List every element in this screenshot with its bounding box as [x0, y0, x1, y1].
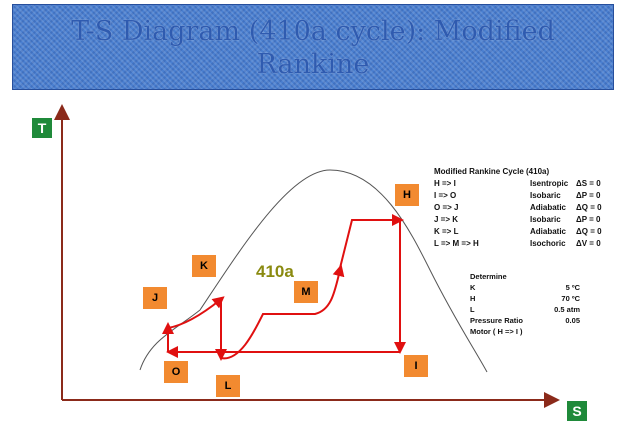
title-line-2: Rankine — [256, 49, 370, 80]
determine-row: Motor ( H => I ) — [470, 327, 523, 336]
legend-title: Modified Rankine Cycle (410a) — [434, 167, 550, 176]
process-l-m — [220, 264, 345, 360]
process-legend: Modified Rankine Cycle (410a) H => I Isen… — [434, 166, 624, 250]
process-m-h — [339, 214, 404, 269]
cycle-path — [162, 214, 406, 361]
point-h: H — [395, 184, 419, 206]
refrigerant-label: 410a — [256, 262, 294, 281]
point-m: M — [294, 281, 318, 303]
determine-row: L 0.5 atm — [470, 305, 580, 314]
determine-row: Pressure Ratio 0.05 — [470, 316, 580, 325]
title-line-1: T-S Diagram (410a cycle): Modified — [71, 16, 555, 47]
legend-row: J => K Isobaric ΔP = 0 — [434, 215, 601, 224]
determine-row: H 70 ºC — [470, 294, 580, 303]
title-banner: T-S Diagram (410a cycle): Modified Ranki… — [12, 4, 614, 90]
legend-row: K => L Adiabatic ΔQ = 0 — [434, 227, 602, 236]
point-i: I — [404, 355, 428, 377]
process-j-k — [167, 296, 225, 329]
determine-title: Determine — [470, 272, 507, 281]
legend-row: H => I Isentropic ΔS = 0 — [434, 179, 601, 188]
point-j: J — [143, 287, 167, 309]
s-axis-label: S — [567, 401, 587, 421]
point-l: L — [216, 375, 240, 397]
point-o: O — [164, 361, 188, 383]
legend-row: O => J Adiabatic ΔQ = 0 — [434, 203, 602, 212]
legend-row: I => O Isobaric ΔP = 0 — [434, 191, 601, 200]
point-k: K — [192, 255, 216, 277]
saturation-dome — [139, 169, 488, 373]
t-axis-label: T — [32, 118, 52, 138]
legend-row: L => M => H Isochoric ΔV = 0 — [434, 239, 601, 248]
